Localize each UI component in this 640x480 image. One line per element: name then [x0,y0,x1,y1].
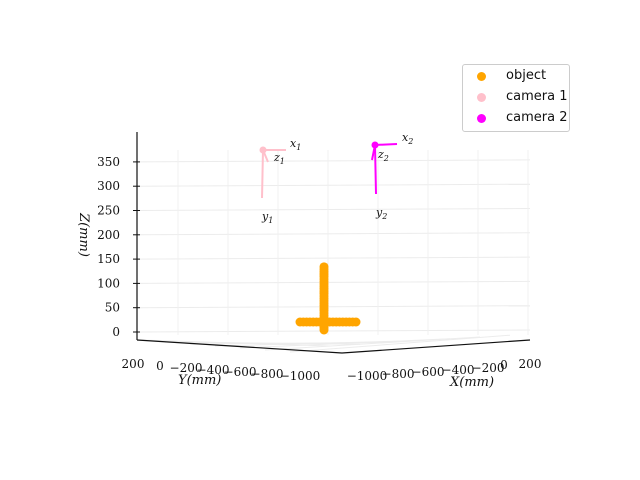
z-grid-line [137,305,531,309]
y-axis-label: Y(mm) [178,373,221,388]
x-tick-label: 0 [500,358,508,372]
camera-1-z-label-subscript: 1 [280,157,285,166]
object-point [351,317,361,327]
camera-1-x-label-subscript: 1 [296,143,301,152]
z-grid-line [137,208,531,211]
camera-2-center [371,141,379,149]
z-tick-label: 100 [97,276,120,290]
object-point [319,262,329,272]
legend-item-camera-2: camera 2 [463,109,569,129]
x-tick-label: −600 [412,365,445,379]
camera-2-x-axis [374,143,398,146]
z-grid-line [137,280,531,284]
z-tick-label: 200 [97,228,120,242]
z-grid-line [137,256,531,260]
z-axis-label: Z(mm) [76,212,91,257]
legend-item-object: object [463,67,569,87]
x-axis-line [341,339,531,354]
x-tick-label: −200 [472,361,505,375]
legend-marker-object [477,72,486,81]
z-tick-label: 350 [97,155,120,169]
camera-frames: x1 z1 y1 x2 z2 y2 [259,131,413,225]
z-grid-line [137,232,531,236]
x-axis-label: X(mm) [449,375,494,390]
axes [133,132,531,354]
z-grid-line [137,329,531,333]
z-tick-label: 50 [105,301,120,315]
floor-grid-line [264,336,481,351]
z-tick-label: 300 [97,179,120,193]
x-tick-label: −1000 [347,369,388,383]
camera-2-y-label: y2 [375,206,387,221]
x-tick-label: −400 [442,363,475,377]
y-tick-label: −400 [197,363,230,377]
y-tick-label: −800 [251,367,284,381]
legend-label-camera-2: camera 2 [506,110,568,125]
y-tick-label: 0 [156,359,164,373]
x-tick-label: 200 [519,357,542,371]
legend-item-camera-1: camera 1 [463,88,569,108]
z-tick-label: 0 [112,325,120,339]
z-tick-label: 250 [97,204,120,218]
legend-label-camera-1: camera 1 [506,89,568,104]
legend: object camera 1 camera 2 [462,64,570,132]
camera-2-x-label: x2 [402,131,413,146]
z-grid-line [137,159,531,163]
y-tick-label: −1000 [280,369,321,383]
camera-1-z-label: z1 [273,151,285,166]
grid-lines [137,150,531,353]
camera-2-z-label-subscript: 2 [383,154,389,163]
y-axis-line [136,339,343,354]
y-tick-label: −200 [170,361,203,375]
y-tick-label: 200 [122,357,145,371]
legend-marker-camera-2 [477,114,486,123]
legend-label-object: object [506,68,547,83]
floor-grid-line [239,338,451,349]
floor-grid-line [289,334,511,353]
camera-2-y-label-subscript: 2 [381,212,387,221]
camera-2-z-label: z2 [377,148,389,163]
camera-2-y-axis [374,144,377,195]
camera-1-y-label-subscript: 1 [268,216,273,225]
x-tick-label: −800 [382,367,415,381]
data-marks [295,262,361,335]
camera-1-y-label: y1 [261,210,273,225]
legend-marker-camera-1 [477,93,486,102]
camera-1-x-label: x1 [290,137,301,152]
camera-1-center [259,146,267,154]
z-tick-label: 150 [97,252,120,266]
camera-2-x-label-subscript: 2 [407,137,413,146]
z-grid-line [137,183,531,187]
camera-1-y-axis [261,149,264,199]
y-tick-label: −600 [224,365,257,379]
